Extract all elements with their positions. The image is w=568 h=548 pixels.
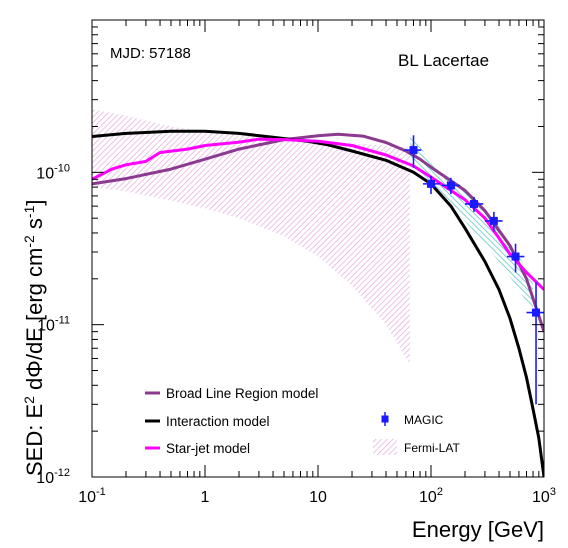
x-tick-label: 103 [532, 486, 556, 506]
star-jet-model-line [92, 137, 544, 291]
fermi-lat-band [92, 109, 410, 365]
legend-entry: MAGIC [381, 412, 444, 427]
legend-label: Interaction model [166, 414, 270, 429]
x-axis-title: Energy [GeV] [412, 517, 544, 542]
magic-point [404, 135, 422, 168]
magic-band [409, 133, 533, 313]
magic-point [423, 175, 440, 195]
magic-point [506, 243, 525, 273]
magic-point [484, 211, 503, 232]
y-tick-label: 10-12 [36, 467, 70, 487]
y-tick-label: 10-11 [37, 315, 70, 335]
x-tick-label: 10 [309, 489, 327, 506]
legend-entry: Broad Line Region model [145, 386, 318, 401]
mjd-annotation: MJD: 57188 [110, 45, 191, 62]
y-tick-label: 10-10 [36, 162, 70, 182]
legend-entry: Star-jet model [145, 441, 250, 456]
legend-label: Broad Line Region model [166, 386, 318, 401]
source-annotation: BL Lacertae [398, 51, 489, 70]
legend-entry: Fermi-LAT [373, 439, 460, 455]
legend-entry: Interaction model [145, 414, 270, 429]
magic-point [465, 196, 484, 212]
x-tick-label: 102 [419, 486, 443, 506]
legend-label: Fermi-LAT [404, 441, 460, 455]
x-tick-label: 1 [201, 489, 210, 506]
legend-label: MAGIC [404, 413, 444, 427]
legend-label: Star-jet model [166, 441, 250, 456]
x-tick-label: 10-1 [78, 486, 106, 506]
interaction-model-line [92, 129, 544, 477]
magic-point [526, 282, 544, 405]
blr-model-line [92, 132, 544, 333]
legend-swatch [381, 415, 389, 423]
y-axis-title: SED: E2 dΦ/dE [erg cm-2 s-1] [21, 200, 47, 476]
legend-swatch [373, 439, 397, 455]
magic-point [441, 177, 460, 195]
